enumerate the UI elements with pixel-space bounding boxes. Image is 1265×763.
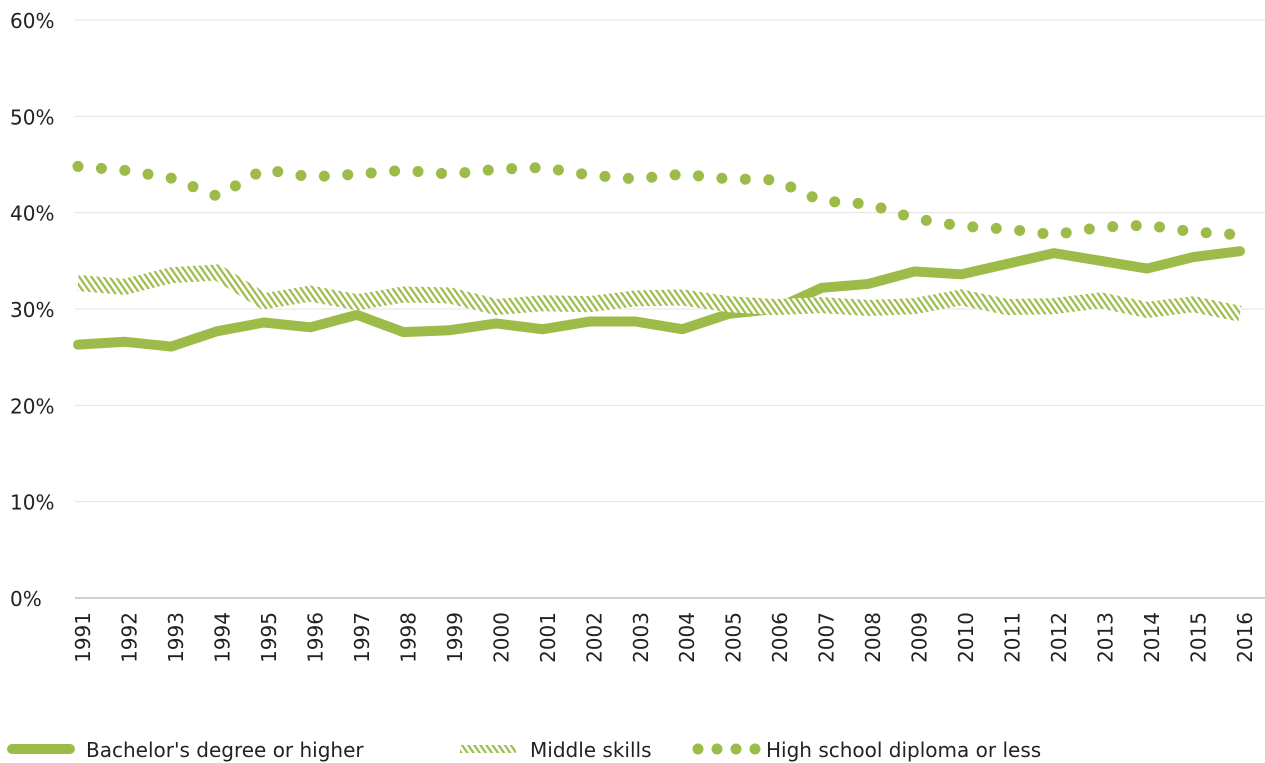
- x-tick-label: 2002: [582, 612, 606, 663]
- x-tick-label: 1993: [164, 612, 188, 663]
- x-tick-label: 1991: [71, 612, 95, 663]
- y-tick-label: 0%: [10, 587, 42, 611]
- x-tick-label: 2010: [954, 612, 978, 663]
- y-tick-label: 40%: [10, 202, 54, 226]
- y-tick-label: 30%: [10, 298, 54, 322]
- x-tick-label: 2001: [536, 612, 560, 663]
- x-tick-label: 1997: [350, 612, 374, 663]
- x-tick-label: 1996: [303, 612, 327, 663]
- y-tick-label: 60%: [10, 9, 54, 33]
- x-tick-label: 2015: [1187, 612, 1211, 663]
- x-tick-label: 1992: [117, 612, 141, 663]
- y-tick-label: 10%: [10, 491, 54, 515]
- y-tick-label: 20%: [10, 394, 54, 418]
- x-tick-label: 1998: [396, 612, 420, 663]
- x-tick-label: 2004: [675, 612, 699, 663]
- x-tick-label: 1999: [443, 612, 467, 663]
- x-tick-label: 2003: [629, 612, 653, 663]
- series-line: [73, 246, 1245, 352]
- legend-label: Middle skills: [530, 738, 652, 762]
- x-tick-label: 2008: [861, 612, 885, 663]
- x-tick-label: 2014: [1140, 612, 1164, 663]
- x-tick-label: 2016: [1233, 612, 1257, 663]
- x-tick-label: 1994: [210, 612, 234, 663]
- series-line: [72, 160, 1246, 241]
- x-tick-label: 2007: [815, 612, 839, 663]
- x-tick-label: 2006: [768, 612, 792, 663]
- legend-label: High school diploma or less: [766, 738, 1041, 762]
- series-line: [77, 264, 1242, 322]
- x-tick-label: 2000: [489, 612, 513, 663]
- x-tick-label: 2012: [1047, 612, 1071, 663]
- legend-label: Bachelor's degree or higher: [86, 738, 364, 762]
- x-tick-label: 2013: [1094, 612, 1118, 663]
- y-tick-label: 50%: [10, 105, 54, 129]
- x-tick-label: 1995: [257, 612, 281, 663]
- x-tick-label: 2011: [1001, 612, 1025, 663]
- x-tick-label: 2009: [908, 612, 932, 663]
- x-tick-label: 2005: [722, 612, 746, 663]
